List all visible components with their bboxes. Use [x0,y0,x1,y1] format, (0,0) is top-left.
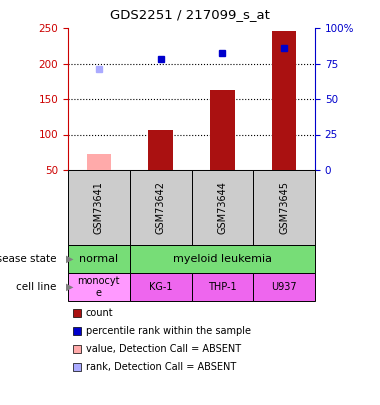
Text: disease state: disease state [0,254,57,264]
Text: monocyt
e: monocyt e [78,276,120,298]
Text: KG-1: KG-1 [149,282,173,292]
Text: GSM73644: GSM73644 [217,181,227,234]
Bar [210,90,235,170]
Text: cell line: cell line [16,282,57,292]
Text: value, Detection Call = ABSENT: value, Detection Call = ABSENT [86,344,241,354]
Text: rank, Detection Call = ABSENT: rank, Detection Call = ABSENT [86,362,236,372]
Text: count: count [86,308,114,318]
Text: U937: U937 [271,282,297,292]
Text: percentile rank within the sample: percentile rank within the sample [86,326,251,336]
Bar [87,154,111,170]
Text: normal: normal [79,254,119,264]
Text: GSM73645: GSM73645 [279,181,289,234]
Bar [148,130,173,170]
Text: ▶: ▶ [66,254,74,264]
Text: myeloid leukemia: myeloid leukemia [173,254,272,264]
Text: THP-1: THP-1 [208,282,237,292]
Text: ▶: ▶ [66,282,74,292]
Text: GDS2251 / 217099_s_at: GDS2251 / 217099_s_at [110,8,270,21]
Text: GSM73642: GSM73642 [156,181,166,234]
Text: GSM73641: GSM73641 [94,181,104,234]
Bar [272,31,296,170]
